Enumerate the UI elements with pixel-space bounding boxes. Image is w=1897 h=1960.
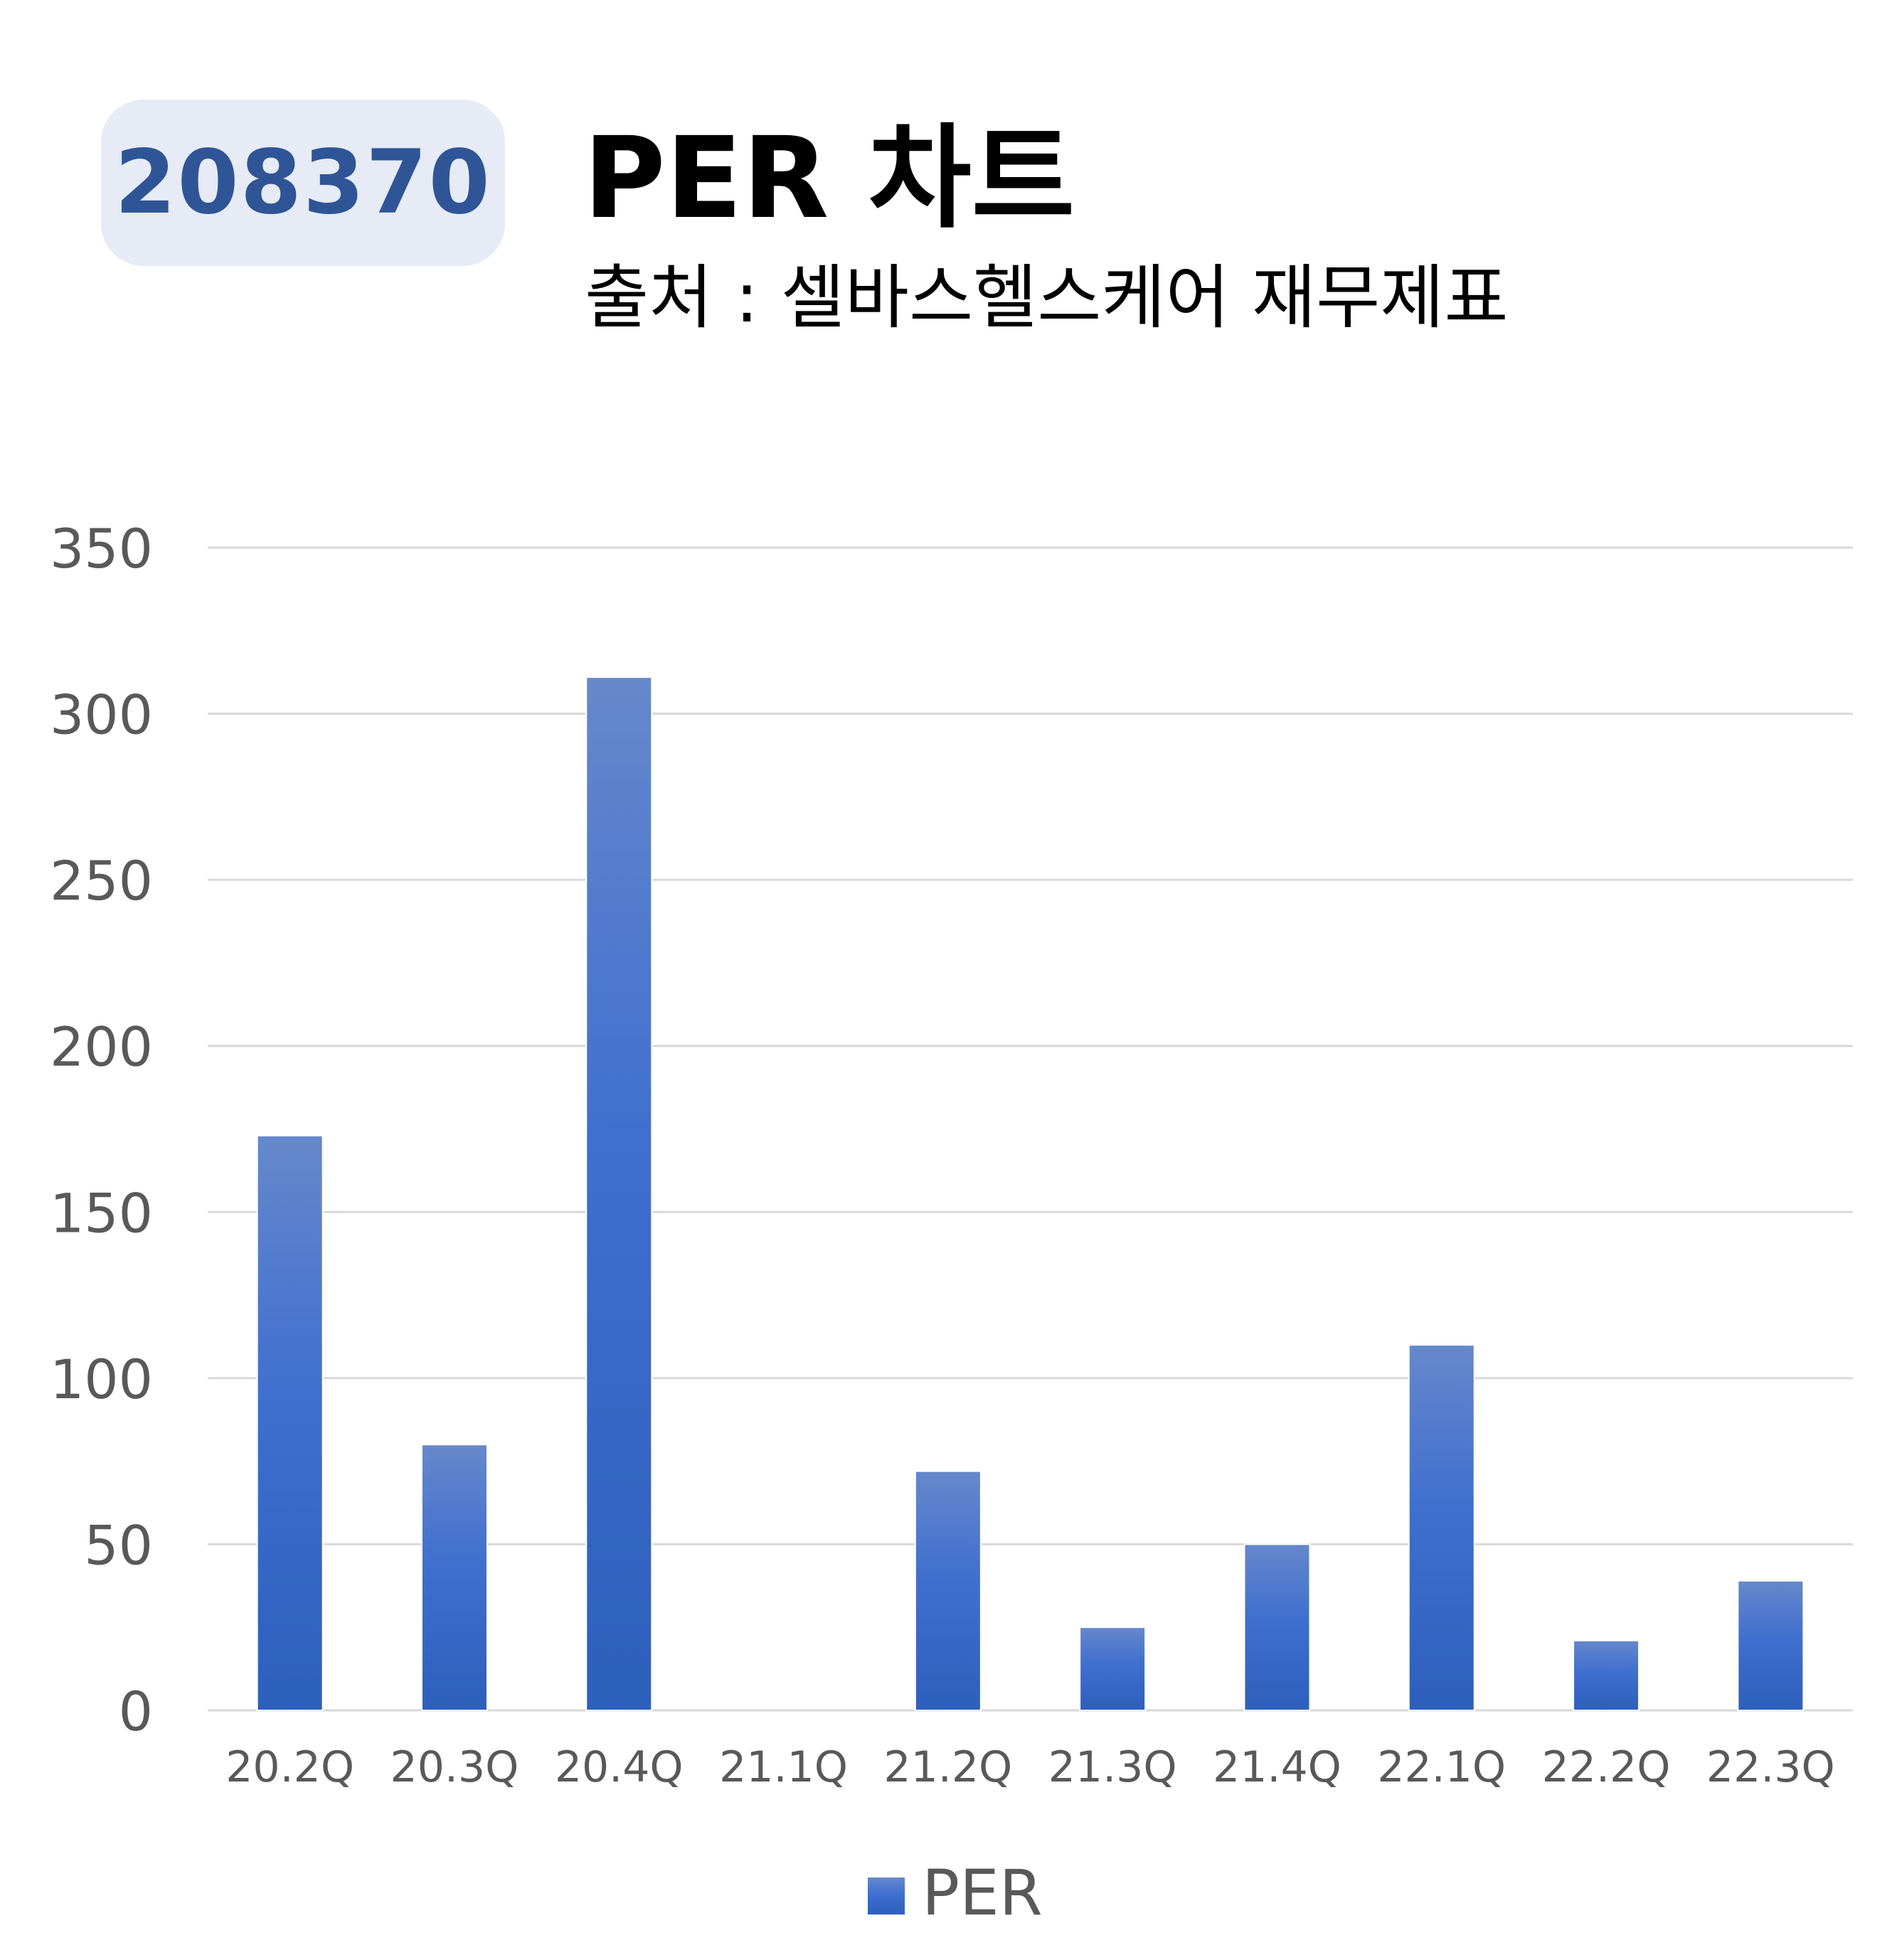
bar-21.2Q (914, 1470, 982, 1712)
x-tick-label: 20.3Q (390, 1742, 519, 1792)
bar-22.3Q (1737, 1580, 1805, 1711)
y-tick-label: 0 (119, 1680, 153, 1743)
x-tick-label: 22.1Q (1377, 1742, 1506, 1792)
y-tick-label: 250 (50, 849, 153, 912)
bar-20.3Q (420, 1444, 488, 1712)
y-tick-label: 200 (50, 1016, 153, 1079)
y-tick-label: 100 (50, 1348, 153, 1411)
x-tick-label: 21.2Q (883, 1742, 1012, 1792)
bar-22.1Q (1408, 1344, 1475, 1711)
y-axis-ticks: 0 50 100 150 200 250 300 350 (50, 517, 153, 1743)
x-tick-label: 22.3Q (1706, 1742, 1835, 1792)
x-tick-label: 20.4Q (555, 1742, 684, 1792)
bar-21.4Q (1243, 1543, 1311, 1711)
bar-20.2Q (256, 1134, 324, 1712)
chart-title: PER 차트 (583, 113, 1075, 244)
y-tick-label: 300 (50, 683, 153, 747)
bar-21.3Q (1079, 1626, 1147, 1712)
bars (256, 676, 1805, 1712)
chart-subtitle: 출처 : 셀바스헬스케어 재무제표 (585, 257, 1509, 339)
stock-code: 208370 (115, 132, 491, 234)
stock-code-badge: 208370 (101, 100, 505, 266)
y-tick-label: 50 (84, 1513, 153, 1577)
legend-label-per: PER (922, 1856, 1043, 1929)
x-tick-label: 21.3Q (1048, 1742, 1177, 1792)
bar-22.2Q (1573, 1639, 1640, 1711)
y-tick-label: 350 (50, 517, 153, 580)
x-axis-ticks: 20.2Q 20.3Q 20.4Q 21.1Q 21.2Q 21.3Q 21.4Q 22.1Q… (225, 1742, 1835, 1792)
x-tick-label: 20.2Q (225, 1742, 354, 1792)
x-tick-label: 21.1Q (719, 1742, 848, 1792)
bar-20.4Q (585, 676, 653, 1712)
legend: PER (868, 1856, 1043, 1929)
y-tick-label: 150 (50, 1181, 153, 1245)
x-tick-label: 21.4Q (1213, 1742, 1341, 1792)
legend-swatch-per (868, 1878, 905, 1914)
x-tick-label: 22.2Q (1542, 1742, 1671, 1792)
